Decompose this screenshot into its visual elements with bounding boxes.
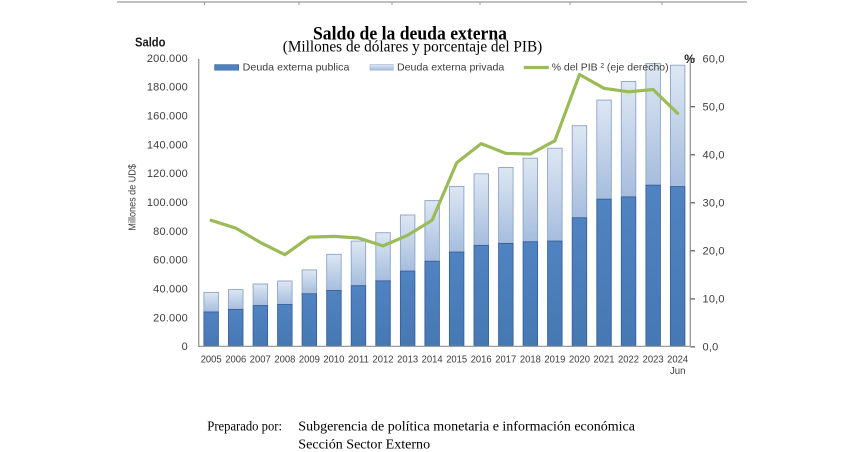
svg-text:140.000: 140.000	[147, 139, 188, 151]
svg-text:(Millones de dólares y porcent: (Millones de dólares y porcentaje del PI…	[283, 39, 543, 56]
svg-text:20,0: 20,0	[703, 245, 725, 257]
svg-text:30,0: 30,0	[703, 197, 725, 209]
svg-text:2006: 2006	[225, 355, 246, 366]
svg-text:2020: 2020	[569, 355, 590, 366]
svg-text:180.000: 180.000	[147, 82, 188, 94]
svg-text:60,0: 60,0	[703, 53, 725, 65]
svg-text:2017: 2017	[495, 355, 516, 366]
svg-text:%: %	[684, 52, 695, 66]
svg-text:120.000: 120.000	[147, 168, 188, 180]
svg-text:Millones de UD$: Millones de UD$	[126, 164, 138, 231]
svg-text:Saldo: Saldo	[135, 36, 166, 50]
svg-text:80.000: 80.000	[153, 226, 188, 238]
svg-text:2019: 2019	[544, 355, 565, 366]
svg-text:2011: 2011	[348, 355, 369, 366]
svg-text:2023: 2023	[643, 355, 664, 366]
svg-text:Subgerencia de política moneta: Subgerencia de política monetaria e info…	[298, 419, 635, 434]
svg-text:20.000: 20.000	[153, 312, 188, 324]
svg-text:Deuda externa publica: Deuda externa publica	[243, 62, 350, 74]
svg-text:2022: 2022	[618, 355, 639, 366]
svg-text:2018: 2018	[520, 355, 541, 366]
svg-text:160.000: 160.000	[147, 111, 188, 123]
svg-text:100.000: 100.000	[147, 197, 188, 209]
svg-text:2014: 2014	[422, 355, 443, 366]
svg-text:0: 0	[182, 341, 188, 353]
svg-text:% del PIB ² (eje derecho): % del PIB ² (eje derecho)	[552, 62, 669, 74]
svg-text:2008: 2008	[274, 355, 295, 366]
svg-text:Saldo de la deuda externa: Saldo de la deuda externa	[313, 24, 507, 45]
svg-text:10,0: 10,0	[703, 293, 725, 305]
svg-text:2005: 2005	[201, 355, 222, 366]
svg-text:2013: 2013	[397, 355, 418, 366]
svg-text:50,0: 50,0	[703, 101, 725, 113]
svg-text:60.000: 60.000	[153, 255, 188, 267]
svg-text:2010: 2010	[323, 355, 344, 366]
svg-text:0,0: 0,0	[703, 342, 719, 354]
svg-text:40.000: 40.000	[153, 284, 188, 296]
svg-text:2012: 2012	[373, 355, 394, 366]
svg-text:200.000: 200.000	[147, 53, 188, 65]
svg-text:Deuda externa privada: Deuda externa privada	[397, 62, 504, 74]
svg-text:Jun: Jun	[670, 366, 686, 377]
svg-text:2007: 2007	[250, 355, 271, 366]
svg-text:2016: 2016	[471, 355, 492, 366]
svg-text:2024: 2024	[667, 355, 688, 366]
svg-text:Preparado por:: Preparado por:	[207, 419, 282, 434]
svg-text:2009: 2009	[299, 355, 320, 366]
svg-text:2021: 2021	[594, 355, 615, 366]
svg-text:Sección Sector Externo: Sección Sector Externo	[298, 436, 430, 451]
svg-text:40,0: 40,0	[703, 149, 725, 161]
svg-text:2015: 2015	[446, 355, 467, 366]
